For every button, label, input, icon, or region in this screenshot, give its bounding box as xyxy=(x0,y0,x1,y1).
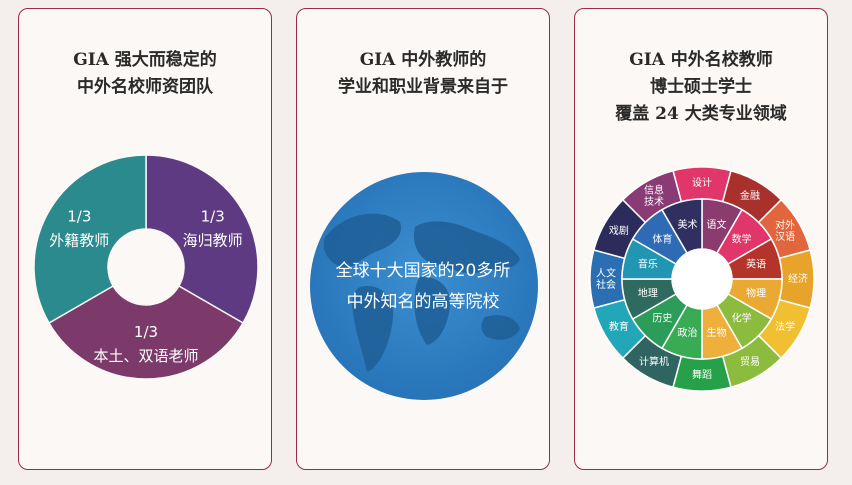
title-line: 覆盖 24 大类专业领域 xyxy=(615,104,787,124)
outer-major-label: 人文社会 xyxy=(596,267,616,292)
outer-major-label: 设计 xyxy=(692,176,712,189)
text-line: 生物 xyxy=(706,326,726,339)
inner-subject-label: 历史 xyxy=(652,313,672,325)
outer-major-label: 法学 xyxy=(775,320,795,333)
outer-major-label: 对外汉语 xyxy=(775,219,795,244)
text-line: 英语 xyxy=(746,258,766,271)
outer-major-label: 教育 xyxy=(609,320,629,333)
inner-subject-label: 物理 xyxy=(746,286,766,299)
inner-subject-label: 化学 xyxy=(732,312,752,325)
title-line: GIA 中外教师的 xyxy=(359,50,487,70)
text-line: 1/3 xyxy=(134,323,158,341)
inner-subject-label: 生物 xyxy=(706,326,726,339)
outer-major-label: 舞蹈 xyxy=(692,369,712,381)
outer-major-label: 计算机 xyxy=(639,355,669,368)
teacher-background-card: GIA 中外教师的 学业和职业背景来自于 全球十大国家的20多所 中外知名的高等… xyxy=(296,8,550,470)
teacher-team-title: GIA 强大而稳定的 中外名校师资团队 xyxy=(19,47,271,101)
segment-label: 海归教师 xyxy=(183,231,243,249)
inner-subject-label: 数学 xyxy=(732,232,752,245)
majors-card: GIA 中外名校教师 博士硕士学士 覆盖 24 大类专业领域 设计金融对外汉语经… xyxy=(574,8,828,470)
wheel-center xyxy=(673,250,731,308)
world-map-globe xyxy=(310,172,538,400)
inner-subject-label: 政治 xyxy=(678,326,698,339)
inner-subject-label: 体育 xyxy=(652,232,672,245)
text-line: 人文 xyxy=(596,267,616,280)
returnee-teachers-segment xyxy=(145,154,259,325)
text-line: 设计 xyxy=(692,176,712,189)
globe-caption-line: 全球十大国家的20多所 xyxy=(335,261,511,281)
text-line: 汉语 xyxy=(775,231,795,243)
title-line: GIA 中外名校教师 xyxy=(629,50,773,70)
text-line: 教育 xyxy=(609,320,629,333)
text-line: 体育 xyxy=(652,232,672,245)
text-line: 美术 xyxy=(678,218,698,231)
text-line: 1/3 xyxy=(201,207,225,225)
text-line: 1/3 xyxy=(67,207,91,225)
inner-subject-label: 语文 xyxy=(706,218,726,231)
text-line: 语文 xyxy=(706,218,726,231)
foreign-teachers-segment xyxy=(33,154,147,325)
text-line: 物理 xyxy=(746,286,766,299)
inner-subject-label: 地理 xyxy=(638,286,658,299)
continent-shape xyxy=(323,213,401,269)
text-line: 贸易 xyxy=(740,356,760,368)
text-line: 经济 xyxy=(788,272,808,285)
outer-major-label: 戏剧 xyxy=(609,225,629,237)
text-line: 地理 xyxy=(638,286,658,299)
segment-fraction: 1/3 xyxy=(67,207,91,225)
text-line: 戏剧 xyxy=(609,225,629,237)
text-line: 法学 xyxy=(775,320,795,333)
teacher-team-card: GIA 强大而稳定的 中外名校师资团队 1/3 海归教师 1/3 本土、双语老师 1/3… xyxy=(18,8,272,470)
segment-fraction: 1/3 xyxy=(201,207,225,225)
text-line: 信息 xyxy=(644,183,664,196)
segment-fraction: 1/3 xyxy=(134,323,158,341)
text-line: 化学 xyxy=(732,312,752,325)
outer-major-label: 经济 xyxy=(788,272,808,285)
title-line: 学业和职业背景来自于 xyxy=(338,77,508,97)
continent-shape xyxy=(352,286,394,372)
text-line: 舞蹈 xyxy=(692,369,712,381)
continent-shape xyxy=(481,315,520,340)
text-line: 政治 xyxy=(678,326,698,339)
inner-subject-label: 英语 xyxy=(746,258,766,271)
text-line: 历史 xyxy=(652,313,672,325)
teacher-composition-donut: 1/3 海归教师 1/3 本土、双语老师 1/3 外籍教师 xyxy=(33,154,259,380)
text-line: 外籍教师 xyxy=(49,231,109,249)
majors-title: GIA 中外名校教师 博士硕士学士 覆盖 24 大类专业领域 xyxy=(575,47,827,128)
globe-caption: 全球十大国家的20多所 中外知名的高等院校 xyxy=(297,256,549,318)
teacher-background-title: GIA 中外教师的 学业和职业背景来自于 xyxy=(297,47,549,101)
text-line: 本土、双语老师 xyxy=(93,347,198,365)
segment-label: 外籍教师 xyxy=(49,231,109,249)
text-line: 数学 xyxy=(732,232,752,245)
text-line: 音乐 xyxy=(638,258,658,271)
text-line: 金融 xyxy=(740,189,760,202)
continent-shape xyxy=(414,276,450,345)
inner-subject-label: 美术 xyxy=(678,218,698,231)
inner-subject-segment xyxy=(660,198,703,255)
outer-major-label: 信息技术 xyxy=(644,183,664,208)
text-line: 海归教师 xyxy=(183,231,243,249)
local-bilingual-segment xyxy=(47,284,245,380)
title-line: 中外名校师资团队 xyxy=(77,77,213,97)
text-line: 计算机 xyxy=(639,355,669,368)
text-line: 社会 xyxy=(596,278,616,291)
outer-major-label: 金融 xyxy=(740,189,760,202)
text-line: 技术 xyxy=(644,195,664,208)
inner-subject-label: 音乐 xyxy=(638,258,658,271)
title-line: GIA 强大而稳定的 xyxy=(73,50,217,70)
segment-label: 本土、双语老师 xyxy=(93,347,198,365)
globe-caption-line: 中外知名的高等院校 xyxy=(346,292,500,312)
text-line: 对外 xyxy=(775,219,795,232)
continent-shape xyxy=(413,221,520,274)
title-line: 博士硕士学士 xyxy=(650,77,752,97)
outer-major-label: 贸易 xyxy=(740,356,760,368)
